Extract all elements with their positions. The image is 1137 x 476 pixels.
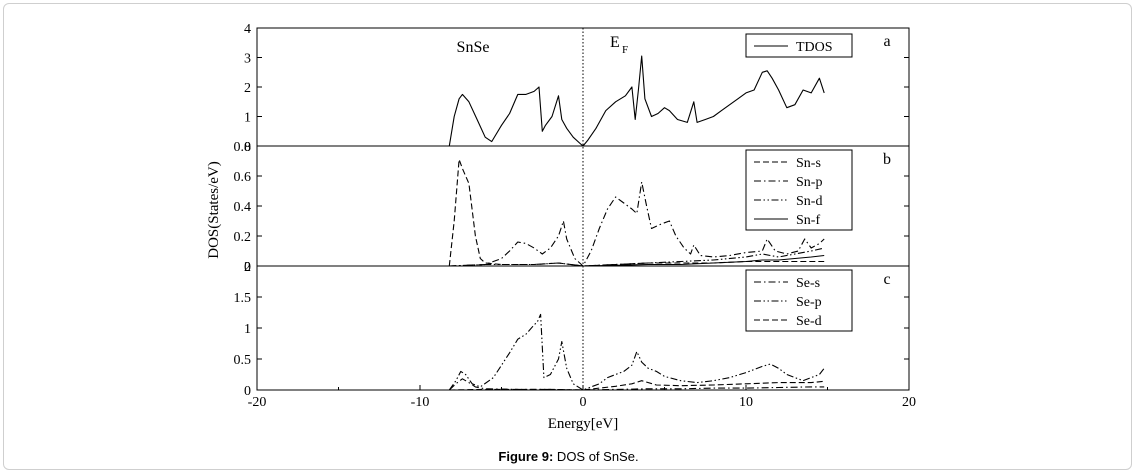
- caption-label: Figure 9:: [498, 449, 554, 464]
- x-tick-label-1: -10: [411, 395, 430, 410]
- x-tick-label-3: 10: [739, 395, 753, 410]
- y-tick-label-a-2: 2: [244, 81, 251, 96]
- y-tick-label-c-4: 2: [244, 260, 251, 275]
- panel-letter-a: a: [883, 33, 890, 50]
- y-tick-label-c-2: 1: [244, 322, 251, 337]
- y-tick-label-c-0: 0: [244, 384, 251, 399]
- y-tick-label-a-3: 3: [244, 52, 251, 67]
- figure-frame: [3, 3, 1132, 470]
- caption-text: DOS of SnSe.: [553, 449, 639, 464]
- series-line-sn-d: [449, 247, 825, 267]
- y-tick-label-b-4: 0.8: [234, 140, 252, 155]
- legend-box-a: [745, 33, 853, 58]
- legend-label-sn-d: Sn-d: [796, 194, 822, 209]
- y-tick-label-b-2: 0.4: [234, 200, 252, 215]
- legend-label-se-d: Se-d: [796, 314, 822, 329]
- figure-caption: Figure 9: DOS of SnSe.: [0, 449, 1137, 464]
- legend-label-tdos: TDOS: [796, 40, 833, 55]
- y-tick-label-a-4: 4: [244, 22, 251, 37]
- legend-box-b: [745, 149, 853, 231]
- y-tick-label-b-0: 0: [244, 260, 251, 275]
- y-tick-label-b-3: 0.6: [234, 170, 252, 185]
- panel-letter-c: c: [883, 271, 890, 288]
- x-tick-label-4: 20: [902, 395, 916, 410]
- legend-label-sn-p: Sn-p: [796, 175, 822, 190]
- panel-letter-b: b: [883, 151, 891, 168]
- series-line-se-d: [449, 380, 825, 391]
- y-tick-label-a-1: 1: [244, 111, 251, 126]
- legend-label-sn-f: Sn-f: [796, 213, 820, 228]
- y-tick-label-a-0: 0: [244, 140, 251, 155]
- y-axis-label: DOS(States/eV): [206, 161, 222, 259]
- series-line-se-s: [448, 378, 825, 391]
- x-tick-label-0: -20: [248, 395, 267, 410]
- y-tick-label-c-1: 0.5: [234, 353, 252, 368]
- legend-label-sn-s: Sn-s: [796, 156, 821, 171]
- legend-label-se-s: Se-s: [796, 276, 820, 291]
- series-line-sn-f: [449, 254, 825, 267]
- y-tick-label-b-1: 0.2: [234, 230, 252, 245]
- x-axis-label: Energy[eV]: [548, 416, 619, 432]
- series-line-sn-p: [449, 181, 825, 267]
- x-tick-label-2: 0: [580, 395, 587, 410]
- series-line-tdos: [448, 55, 825, 147]
- y-tick-label-c-3: 1.5: [234, 291, 252, 306]
- legend-label-se-p: Se-p: [796, 295, 822, 310]
- annotation-ef-subscript: F: [622, 44, 628, 56]
- annotation-ef-e: E: [610, 34, 620, 51]
- annotation-snse: SnSe: [457, 39, 490, 56]
